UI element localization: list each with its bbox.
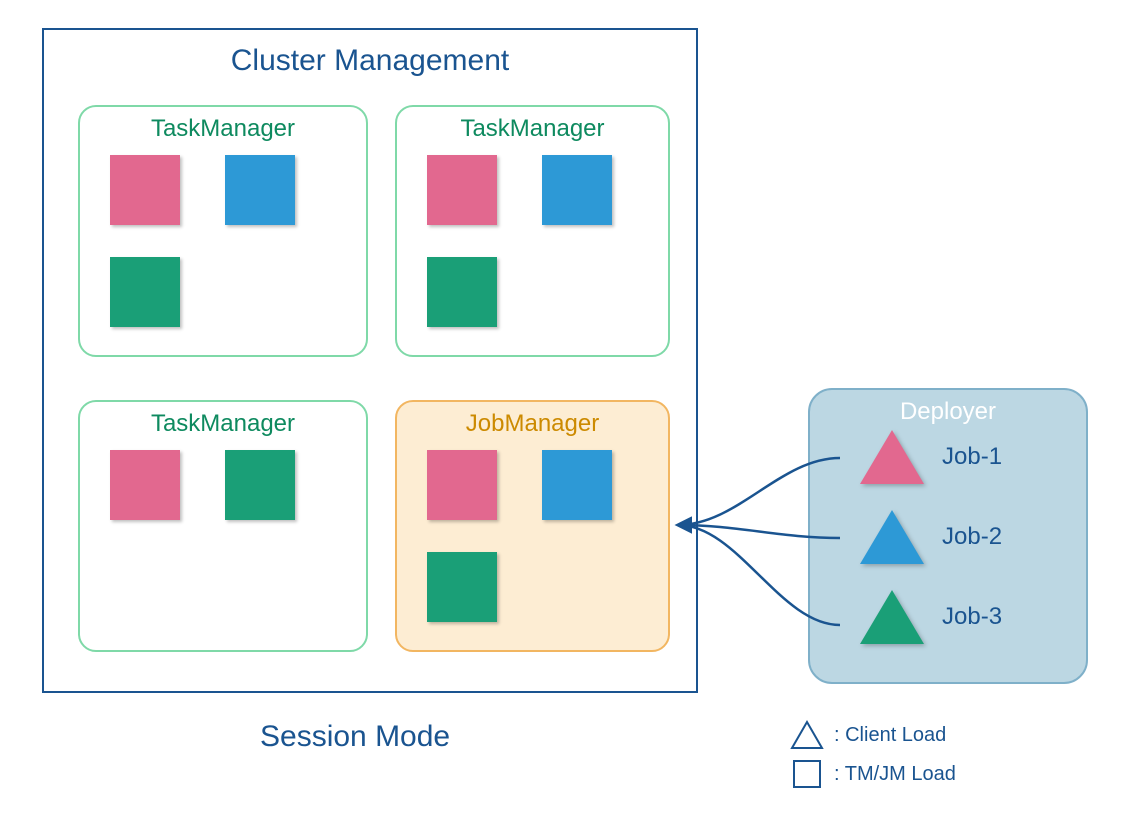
job-row-0: Job-1	[860, 430, 1002, 484]
tm-2-box: TaskManager	[395, 105, 670, 357]
diagram-caption: Session Mode	[260, 720, 450, 754]
tm-3-box: TaskManager	[78, 400, 368, 652]
tm-1-title: TaskManager	[80, 115, 366, 143]
legend-triangle: : Client Load	[790, 720, 946, 750]
jm-load-2	[427, 552, 497, 622]
job-label-2: Job-3	[942, 603, 1002, 631]
legend-square-label: : TM/JM Load	[834, 763, 956, 786]
square-icon	[793, 760, 821, 788]
cluster-title: Cluster Management	[44, 44, 696, 78]
legend-square: : TM/JM Load	[790, 760, 956, 788]
triangle-icon	[790, 720, 824, 750]
tm-1-load-0	[110, 155, 180, 225]
tm-2-load-2	[427, 257, 497, 327]
tm-3-load-1	[225, 450, 295, 520]
jm-box: JobManager	[395, 400, 670, 652]
tm-1-load-1	[225, 155, 295, 225]
job-row-2: Job-3	[860, 590, 1002, 644]
tm-1-box: TaskManager	[78, 105, 368, 357]
job-label-1: Job-2	[942, 523, 1002, 551]
job-row-1: Job-2	[860, 510, 1002, 564]
triangle-icon	[860, 430, 924, 484]
tm-1-load-2	[110, 257, 180, 327]
triangle-icon	[860, 510, 924, 564]
deployer-title: Deployer	[810, 398, 1086, 426]
jm-load-1	[542, 450, 612, 520]
jm-title: JobManager	[397, 410, 668, 438]
legend-triangle-label: : Client Load	[834, 724, 946, 747]
jm-load-0	[427, 450, 497, 520]
tm-3-title: TaskManager	[80, 410, 366, 438]
triangle-icon	[860, 590, 924, 644]
tm-3-load-0	[110, 450, 180, 520]
deployer-box: Deployer Job-1 Job-2 Job-3	[808, 388, 1088, 684]
job-label-0: Job-1	[942, 443, 1002, 471]
tm-2-load-1	[542, 155, 612, 225]
tm-2-title: TaskManager	[397, 115, 668, 143]
tm-2-load-0	[427, 155, 497, 225]
